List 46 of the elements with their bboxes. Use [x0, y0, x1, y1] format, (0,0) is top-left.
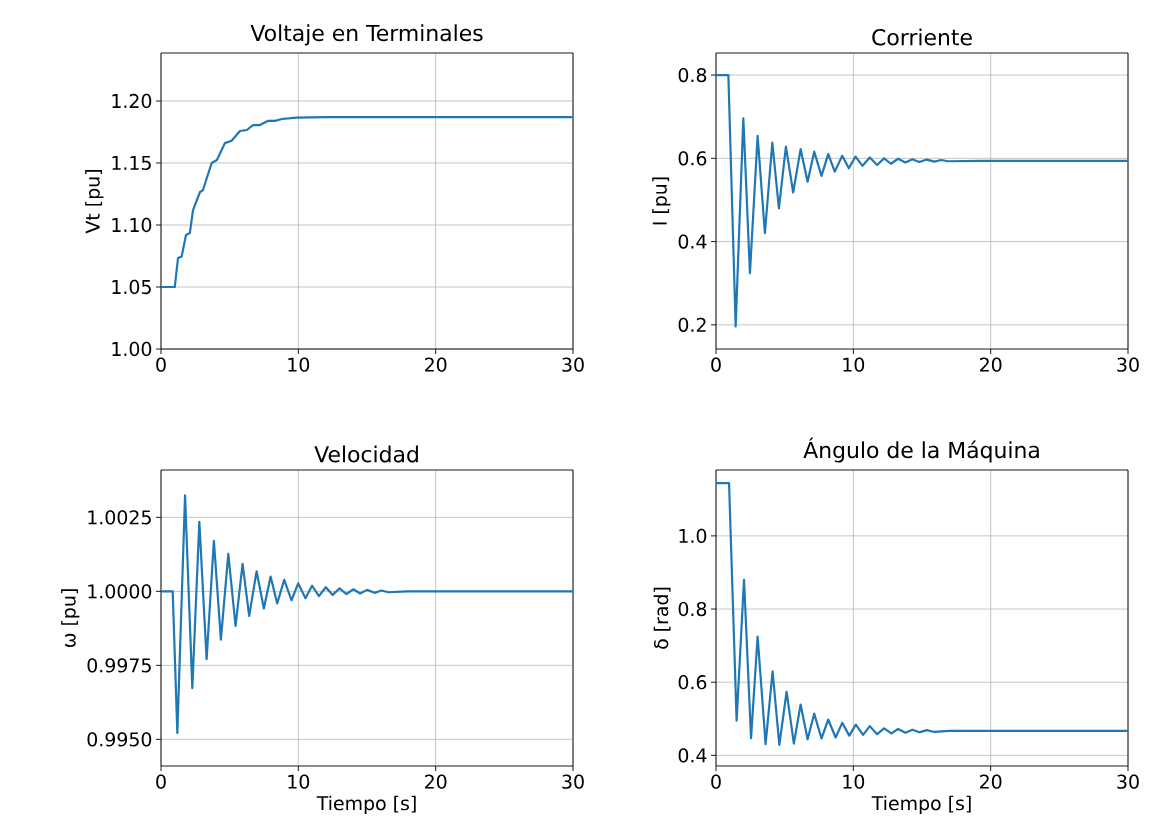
x-tick-label: 30 [562, 774, 584, 789]
y-tick-label: 0.4 [678, 234, 707, 249]
x-tick-label: 0 [711, 774, 721, 789]
x-tick-label: 10 [288, 357, 310, 372]
x-tick-label: 0 [156, 774, 166, 789]
y-tick-label: 0.2 [678, 317, 706, 333]
x-tick-label: 20 [980, 357, 1002, 372]
y-tick-label: 1.10 [112, 217, 152, 233]
x-tick-label: 0 [156, 357, 166, 372]
x-axis-title: Tiempo [s] [316, 795, 416, 814]
y-tick-label: 0.6 [678, 151, 707, 166]
y-tick-label: 1.15 [112, 155, 151, 171]
x-tick-label: 0 [711, 357, 721, 372]
chart-title: Velocidad [314, 445, 418, 463]
x-tick-label: 10 [843, 357, 865, 372]
y-tick-label: 0.6 [678, 675, 707, 690]
y-tick-label: 1.0000 [88, 584, 152, 599]
x-tick-label: 20 [425, 774, 447, 789]
chart-title: Voltaje en Terminales [250, 24, 483, 46]
y-tick-label: 0.9975 [87, 658, 151, 673]
x-tick-label: 30 [1117, 774, 1139, 789]
y-axis-title: δ [rad] [653, 587, 671, 649]
y-tick-label: 1.0025 [88, 510, 151, 525]
x-tick-label: 20 [425, 357, 447, 372]
y-tick-label: 1.00 [112, 341, 152, 357]
line-series [716, 482, 1129, 746]
y-tick-label: 0.4 [678, 748, 707, 763]
line-series [161, 494, 574, 734]
y-axis-title: ω [pu] [61, 589, 80, 648]
line-series [161, 116, 574, 289]
x-tick-label: 30 [1117, 357, 1139, 372]
y-tick-label: 1.20 [112, 93, 152, 109]
chart-title: Corriente [872, 28, 972, 46]
y-tick-label: 1.0 [679, 528, 707, 544]
x-tick-label: 10 [843, 774, 865, 789]
x-tick-label: 10 [288, 774, 310, 789]
y-tick-label: 0.9950 [87, 732, 152, 747]
y-tick-label: 0.8 [678, 601, 707, 617]
y-axis-title: I [pu] [652, 177, 671, 225]
x-axis-title: Tiempo [s] [871, 795, 971, 814]
y-tick-label: 0.8 [678, 67, 707, 83]
y-tick-label: 1.05 [112, 279, 151, 295]
y-axis-title: Vt [pu] [85, 170, 104, 234]
x-tick-label: 20 [980, 774, 1002, 789]
x-tick-label: 30 [562, 357, 584, 372]
chart-title: Ángulo de la Máquina [803, 437, 1039, 463]
